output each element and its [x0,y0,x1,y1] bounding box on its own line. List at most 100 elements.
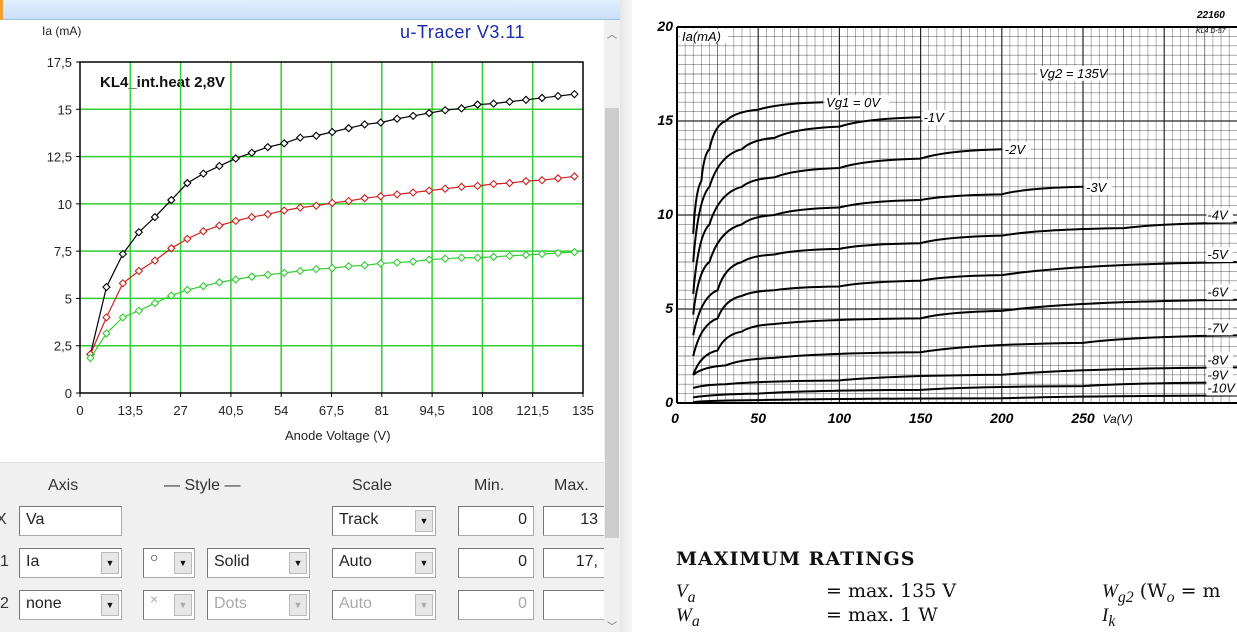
x-min-input[interactable]: 0 [458,506,534,536]
chevron-down-icon[interactable]: ▼ [174,594,192,616]
data-point [376,192,385,201]
curve-label: -6V [1207,285,1229,300]
data-point [489,99,498,108]
row-x-label: X [0,511,7,528]
y-tick-label: 2,5 [54,339,72,354]
data-point [327,198,337,208]
data-point [457,104,466,113]
y2-marker-select[interactable]: × ▼ [143,590,195,620]
y2-scale-value: Auto [339,595,372,612]
scrollbar-thumb[interactable] [605,108,619,538]
y2-axis-select[interactable]: none ▼ [19,590,122,620]
curve-label: -1V [924,110,946,125]
chevron-down-icon[interactable]: ▼ [101,594,119,616]
chevron-down-icon[interactable]: ▼ [101,552,119,574]
data-point [311,264,321,274]
data-point [327,263,337,273]
data-point [570,247,579,257]
data-point [505,251,514,261]
label-bg [1206,320,1233,336]
label-bg [1085,179,1112,195]
chevron-down-icon[interactable]: ▼ [289,594,307,616]
data-point [247,212,257,222]
data-point [457,253,466,263]
x-axis-label: Va(V) [1102,412,1132,426]
y1-line-value: Solid [214,553,250,570]
data-point [231,275,241,284]
y2-line-select[interactable]: Dots ▼ [207,590,310,620]
data-point [344,196,353,206]
x-tick-label: 100 [828,410,852,426]
y1-axis-select[interactable]: Ia ▼ [19,548,122,578]
label-bg [680,29,728,43]
curve [692,334,1237,376]
data-point [183,234,192,244]
data-point [150,212,160,222]
curve-label: -10V [1207,380,1236,395]
y-tick-label: 17,5 [47,55,72,70]
curve-label: -7V [1207,320,1229,335]
y-axis-label: Ia (mA) [42,24,82,38]
y1-min-input[interactable]: 0 [458,548,534,578]
label-bg [1206,207,1233,223]
data-point [279,268,289,278]
curve [692,261,1237,357]
x-scale-select[interactable]: Track ▼ [332,506,436,536]
data-point [505,97,514,106]
chevron-down-icon[interactable]: ▼ [415,552,433,574]
data-point [279,139,289,148]
y-tick-label: 5 [665,300,673,316]
data-point [118,249,128,259]
x-tick-label: 135 [572,403,594,418]
param-text: = m [1174,580,1221,602]
chevron-down-icon[interactable]: ▼ [415,594,433,616]
y1-line-select[interactable]: Solid ▼ [207,548,310,578]
rating-wa-param: Wa [676,604,700,631]
x-max-input[interactable]: 13 [543,506,605,536]
rating-va-param: Va [676,580,696,607]
vertical-scrollbar[interactable]: ︿ ﹀ [604,20,620,633]
data-point [263,270,273,280]
data-point [537,93,547,103]
y2-line-value: Dots [214,595,247,612]
y-tick-label: 20 [656,18,673,34]
chevron-down-icon[interactable]: ▼ [174,552,192,574]
chevron-down-icon[interactable]: ▼ [415,510,433,532]
window-titlebar [0,0,620,20]
curve [692,116,921,263]
x-tick-label: 250 [1070,410,1095,426]
y2-scale-select[interactable]: Auto ▼ [332,590,436,620]
param-sub: o [1166,588,1175,606]
data-point [489,179,498,189]
y2-min-input[interactable]: 0 [458,590,534,620]
data-point [440,184,450,194]
y-tick-label: 7,5 [54,244,72,259]
label-bg [1206,284,1233,300]
scroll-up-icon[interactable]: ︿ [607,30,617,41]
data-point [360,120,369,129]
x-axis-input[interactable]: Va [19,506,122,536]
curve [692,148,1002,295]
data-point [247,148,257,158]
y2-max-input[interactable] [543,590,605,620]
x-tick-label: 121,5 [516,403,549,418]
y1-scale-select[interactable]: Auto ▼ [332,548,436,578]
data-point [376,118,385,127]
data-point [408,188,418,197]
data-point [440,105,450,115]
y1-max-input[interactable]: 17, [543,548,605,578]
data-point [215,278,224,287]
scroll-down-icon[interactable]: ﹀ [607,622,617,633]
ratings-heading: MAXIMUM RATINGS [676,548,916,570]
y-tick-label: 15 [657,112,673,128]
data-point [553,248,563,258]
x-tick-label: 0 [76,403,83,418]
chevron-down-icon[interactable]: ▼ [289,552,307,574]
curve [692,366,1237,389]
label-bg [1206,352,1233,368]
rating-wa-value: = max. 1 W [826,604,938,626]
data-point [311,131,321,141]
plot-frame [79,61,584,394]
y1-marker-select[interactable]: ○ ▼ [143,548,195,578]
curve-label: -9V [1207,367,1229,382]
